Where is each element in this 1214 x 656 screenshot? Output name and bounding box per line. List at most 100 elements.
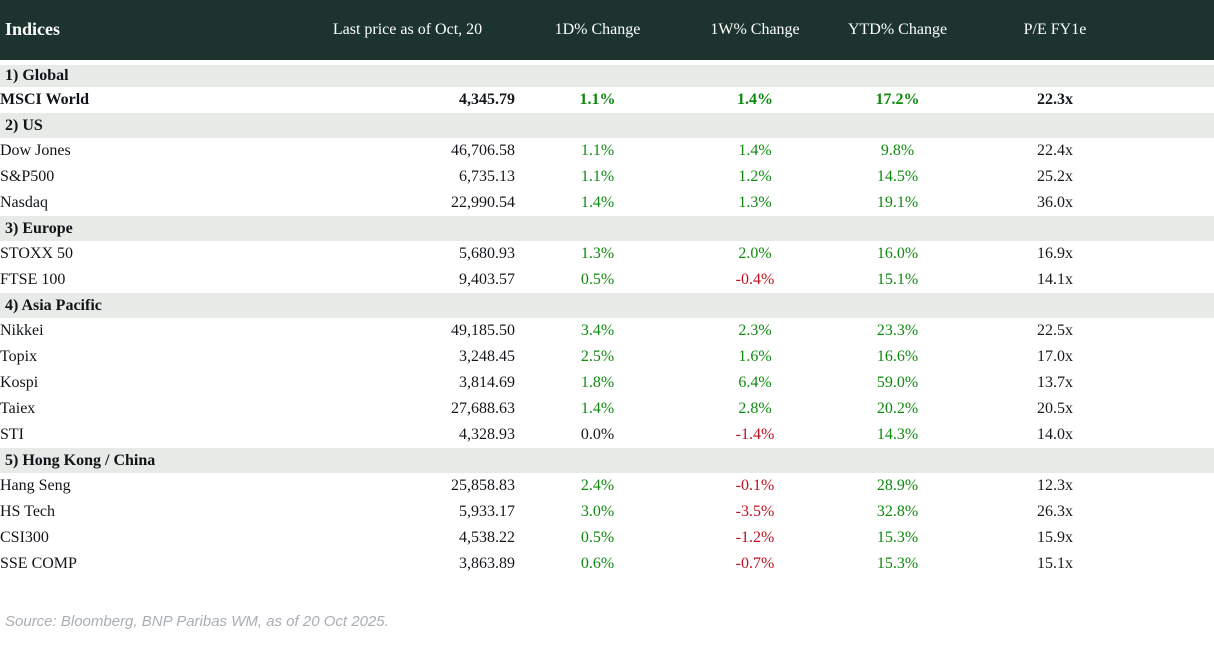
1w-change-cell: 2.3% xyxy=(738,322,772,339)
1d-change-cell: 1.3% xyxy=(580,245,615,262)
column-header-1w-change: 1W% Change xyxy=(680,0,830,65)
last-price-cell: 46,706.58 xyxy=(451,142,515,159)
ytd-change-cell: 23.3% xyxy=(876,322,919,339)
pe-cell: 12.3x xyxy=(1037,477,1073,494)
source-note: Source: Bloomberg, BNP Paribas WM, as of… xyxy=(5,613,389,630)
last-price-cell: 3,814.69 xyxy=(459,374,515,391)
index-name-cell: HS Tech xyxy=(0,503,56,520)
last-price-cell: 27,688.63 xyxy=(451,400,515,417)
1w-change-cell: 1.4% xyxy=(737,91,773,108)
last-price-cell: 4,345.79 xyxy=(459,91,515,108)
pe-cell: 22.5x xyxy=(1037,322,1073,339)
1w-change-cell: 2.0% xyxy=(738,245,772,262)
1w-change-cell: -0.1% xyxy=(735,477,775,494)
1d-change-cell: 0.5% xyxy=(580,271,615,288)
pe-cell: 14.0x xyxy=(1037,426,1073,443)
1d-change-cell: 1.8% xyxy=(580,374,615,391)
row-spacer-cell xyxy=(1145,241,1214,267)
column-header-indices: Indices xyxy=(0,0,300,65)
index-name-cell: Nikkei xyxy=(0,322,44,339)
table-row: STOXX 50 5,680.93 1.3% 2.0% 16.0% 16.9x xyxy=(0,241,1214,267)
1d-change-cell: 1.4% xyxy=(580,194,615,211)
index-name-cell: CSI300 xyxy=(0,529,49,546)
pe-cell: 25.2x xyxy=(1037,168,1073,185)
row-spacer-cell xyxy=(1145,422,1214,448)
column-header-1d-change: 1D% Change xyxy=(515,0,680,65)
section-row: 4) Asia Pacific xyxy=(0,293,1214,318)
table-row: S&P500 6,735.13 1.1% 1.2% 14.5% 25.2x xyxy=(0,164,1214,190)
last-price-cell: 22,990.54 xyxy=(451,194,515,211)
pe-cell: 14.1x xyxy=(1037,271,1073,288)
section-label: 1) Global xyxy=(5,66,69,84)
ytd-change-cell: 32.8% xyxy=(876,503,919,520)
indices-table: Indices Last price as of Oct, 20 1D% Cha… xyxy=(0,0,1214,577)
ytd-change-cell: 19.1% xyxy=(876,194,919,211)
pe-cell: 15.1x xyxy=(1037,555,1073,572)
pe-cell: 16.9x xyxy=(1037,245,1073,262)
column-header-pe-fy1e: P/E FY1e xyxy=(965,0,1145,65)
table-row: STI 4,328.93 0.0% -1.4% 14.3% 14.0x xyxy=(0,422,1214,448)
last-price-cell: 3,248.45 xyxy=(459,348,515,365)
row-spacer-cell xyxy=(1145,396,1214,422)
section-row: 1) Global xyxy=(0,62,1214,87)
row-spacer-cell xyxy=(1145,344,1214,370)
ytd-change-cell: 15.3% xyxy=(876,555,919,572)
index-name-cell: MSCI World xyxy=(0,91,90,108)
pe-cell: 22.4x xyxy=(1037,142,1073,159)
index-name-cell: Kospi xyxy=(0,374,39,391)
row-spacer-cell xyxy=(1145,190,1214,216)
index-name-cell: STOXX 50 xyxy=(0,245,74,262)
row-spacer-cell xyxy=(1145,525,1214,551)
1w-change-cell: -0.7% xyxy=(735,555,775,572)
1w-change-cell: 1.6% xyxy=(738,348,772,365)
ytd-change-cell: 14.3% xyxy=(876,426,919,443)
row-spacer-cell xyxy=(1145,551,1214,577)
index-name-cell: FTSE 100 xyxy=(0,271,66,288)
ytd-change-cell: 15.1% xyxy=(876,271,919,288)
section-label: 3) Europe xyxy=(5,219,73,237)
row-spacer-cell xyxy=(1145,370,1214,396)
index-name-cell: Dow Jones xyxy=(0,142,71,159)
1d-change-cell: 2.4% xyxy=(580,477,615,494)
index-name-cell: STI xyxy=(0,426,24,443)
1d-change-cell: 1.4% xyxy=(580,400,615,417)
table-row: MSCI World 4,345.79 1.1% 1.4% 17.2% 22.3x xyxy=(0,87,1214,113)
index-name-cell: S&P500 xyxy=(0,168,55,185)
table-row: Taiex 27,688.63 1.4% 2.8% 20.2% 20.5x xyxy=(0,396,1214,422)
table-row: Nasdaq 22,990.54 1.4% 1.3% 19.1% 36.0x xyxy=(0,190,1214,216)
table-row: CSI300 4,538.22 0.5% -1.2% 15.3% 15.9x xyxy=(0,525,1214,551)
section-row: 5) Hong Kong / China xyxy=(0,448,1214,473)
last-price-cell: 3,863.89 xyxy=(459,555,515,572)
row-spacer-cell xyxy=(1145,87,1214,113)
last-price-cell: 5,933.17 xyxy=(459,503,515,520)
index-name-cell: Taiex xyxy=(0,400,36,417)
indices-table-body: 1) Global MSCI World 4,345.79 1.1% 1.4% 17.2%… xyxy=(0,62,1214,577)
row-spacer-cell xyxy=(1145,267,1214,293)
row-spacer-cell xyxy=(1145,138,1214,164)
table-row: Kospi 3,814.69 1.8% 6.4% 59.0% 13.7x xyxy=(0,370,1214,396)
last-price-cell: 9,403.57 xyxy=(459,271,515,288)
pe-cell: 15.9x xyxy=(1037,529,1073,546)
1d-change-cell: 0.6% xyxy=(580,555,615,572)
ytd-change-cell: 15.3% xyxy=(876,529,919,546)
section-row: 3) Europe xyxy=(0,216,1214,241)
1w-change-cell: -1.2% xyxy=(735,529,775,546)
section-label: 5) Hong Kong / China xyxy=(5,451,156,469)
table-row: Dow Jones 46,706.58 1.1% 1.4% 9.8% 22.4x xyxy=(0,138,1214,164)
pe-cell: 26.3x xyxy=(1037,503,1073,520)
header-row: Indices Last price as of Oct, 20 1D% Cha… xyxy=(0,0,1214,65)
1d-change-cell: 2.5% xyxy=(580,348,615,365)
table-row: Hang Seng 25,858.83 2.4% -0.1% 28.9% 12.3x xyxy=(0,473,1214,499)
1d-change-cell: 3.4% xyxy=(580,322,615,339)
table-row: Topix 3,248.45 2.5% 1.6% 16.6% 17.0x xyxy=(0,344,1214,370)
1w-change-cell: 1.4% xyxy=(738,142,772,159)
last-price-cell: 4,328.93 xyxy=(459,426,515,443)
pe-cell: 20.5x xyxy=(1037,400,1073,417)
ytd-change-cell: 20.2% xyxy=(876,400,919,417)
last-price-cell: 4,538.22 xyxy=(459,529,515,546)
index-name-cell: Topix xyxy=(0,348,38,365)
1w-change-cell: -0.4% xyxy=(735,271,775,288)
pe-cell: 22.3x xyxy=(1037,91,1073,108)
1w-change-cell: -3.5% xyxy=(735,503,775,520)
section-row: 2) US xyxy=(0,113,1214,138)
